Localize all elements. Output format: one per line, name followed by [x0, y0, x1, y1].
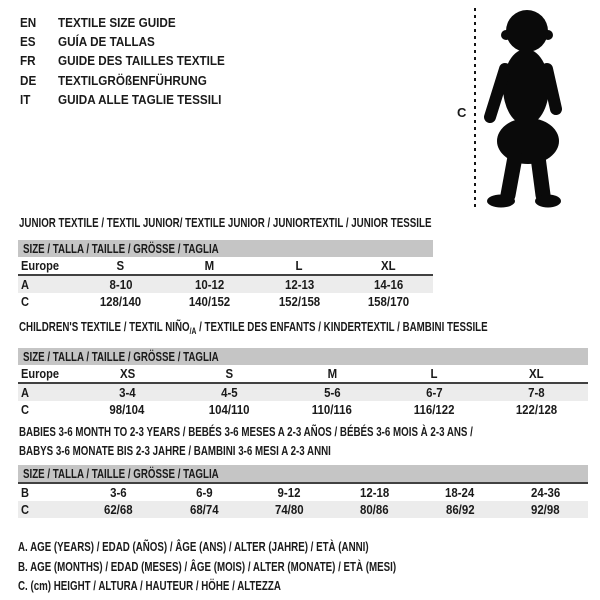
language-code: IT: [20, 91, 31, 107]
size-value-cell: 92/98: [502, 501, 588, 518]
height-measure-label: C: [457, 105, 467, 120]
height-reference-dotted-line: [474, 8, 476, 209]
size-value-cell: 110/116: [311, 402, 353, 417]
row-label-cell: B: [21, 485, 29, 500]
size-value-cell: 8-10: [76, 275, 166, 293]
size-value-cell: 14-16: [343, 275, 433, 293]
size-value-cell: 140/152: [189, 294, 231, 309]
language-row: FR GUIDE DES TAILLES TEXTILE: [20, 51, 243, 70]
table-row: SIZE / TALLA / TAILLE / GRÖSSE / TAGLIA: [18, 240, 433, 257]
size-value-cell: 98/104: [109, 402, 145, 417]
section-title: CHILDREN'S TEXTILE / TEXTIL NIÑO/A / TEX…: [19, 319, 488, 337]
size-value-cell: 7-8: [485, 383, 588, 401]
language-code: EN: [20, 15, 37, 30]
size-value-cell: 12-18: [360, 485, 390, 500]
size-value-cell: 5-6: [280, 383, 384, 401]
size-value-cell: 86/92: [417, 501, 503, 518]
row-label-cell: Europe: [18, 365, 76, 384]
language-title: TEXTILGRÖßENFÜHRUNG: [58, 72, 207, 88]
size-value-cell: 24-36: [530, 485, 560, 500]
size-value-cell: XL: [485, 365, 588, 384]
size-value-cell: 4-5: [178, 383, 281, 401]
size-value-cell: 9-12: [277, 485, 301, 500]
size-header-bar: SIZE / TALLA / TAILLE / GRÖSSE / TAGLIA: [18, 240, 433, 257]
size-value-cell: XS: [76, 365, 179, 384]
size-value-cell: 62/68: [76, 501, 162, 518]
size-value-cell: 74/80: [246, 501, 332, 518]
language-code: ES: [20, 34, 36, 50]
table-row: Europe XS S M L XL: [18, 365, 588, 384]
size-value-cell: 128/140: [99, 294, 142, 309]
size-header-bar: SIZE / TALLA / TAILLE / GRÖSSE / TAGLIA: [18, 465, 588, 484]
size-value-cell: 80/86: [331, 501, 418, 518]
size-value-cell: L: [383, 365, 486, 384]
language-title: GUIDA ALLE TAGLIE TESSILI: [58, 91, 222, 107]
size-header-bar: SIZE / TALLA / TAILLE / GRÖSSE / TAGLIA: [18, 348, 588, 365]
size-value-cell: 104/110: [209, 402, 250, 417]
table-row: SIZE / TALLA / TAILLE / GRÖSSE / TAGLIA: [18, 348, 588, 365]
language-code: DE: [20, 72, 37, 88]
language-row: IT GUIDA ALLE TAGLIE TESSILI: [20, 90, 243, 109]
section-junior-textile: JUNIOR TEXTILE / TEXTIL JUNIOR/ TEXTILE …: [18, 216, 433, 310]
row-label-cell: A: [18, 383, 76, 401]
size-value-cell: 122/128: [516, 402, 558, 417]
size-value-cell: 6-7: [383, 383, 486, 401]
size-value-cell: 6-9: [195, 485, 213, 500]
size-value-cell: 3-6: [110, 485, 127, 500]
row-label-cell: C: [21, 294, 29, 309]
babies-size-table: SIZE / TALLA / TAILLE / GRÖSSE / TAGLIA …: [18, 465, 588, 518]
row-label-cell: C: [18, 501, 76, 518]
size-value-cell: S: [178, 365, 281, 384]
size-value-cell: 12-13: [254, 275, 344, 293]
junior-size-table: SIZE / TALLA / TAILLE / GRÖSSE / TAGLIA …: [18, 240, 433, 310]
size-value-cell: M: [280, 365, 384, 384]
table-row: SIZE / TALLA / TAILLE / GRÖSSE / TAGLIA: [18, 465, 588, 484]
size-value-cell: XL: [343, 257, 433, 276]
language-title: GUÍA DE TALLAS: [58, 34, 155, 50]
note-line-a: A. AGE (YEARS) / EDAD (AÑOS) / ÂGE (ANS)…: [18, 539, 369, 554]
row-label-cell: C: [21, 402, 29, 417]
measurement-notes: A. AGE (YEARS) / EDAD (AÑOS) / ÂGE (ANS)…: [18, 537, 522, 596]
size-value-cell: 158/170: [367, 294, 410, 309]
table-row: C 98/104 104/110 110/116 116/122 122/128: [18, 401, 588, 418]
baby-silhouette-svg: [484, 10, 562, 208]
language-title: TEXTILE SIZE GUIDE: [58, 15, 176, 30]
table-row: C 128/140 140/152 152/158 158/170: [18, 293, 433, 310]
row-label-cell: Europe: [18, 257, 76, 276]
section-babies-textile: BABIES 3-6 MONTH TO 2-3 YEARS / BEBÉS 3-…: [18, 422, 588, 518]
size-value-cell: 10-12: [165, 275, 255, 293]
size-value-cell: S: [76, 257, 166, 276]
size-value-cell: 116/122: [413, 402, 455, 417]
table-row: Europe S M L XL: [18, 257, 433, 276]
size-value-cell: 152/158: [278, 294, 320, 309]
row-label-cell: A: [18, 275, 76, 293]
children-size-table: SIZE / TALLA / TAILLE / GRÖSSE / TAGLIA …: [18, 348, 588, 418]
size-value-cell: 3-4: [76, 383, 179, 401]
table-row: A 8-10 10-12 12-13 14-16: [18, 275, 433, 293]
language-row: EN TEXTILE SIZE GUIDE: [20, 13, 243, 32]
baby-silhouette-icon: [482, 9, 570, 210]
size-value-cell: 18-24: [445, 485, 475, 500]
language-title: GUIDE DES TAILLES TEXTILE: [58, 53, 225, 69]
note-line-c: C. (cm) HEIGHT / ALTURA / HAUTEUR / HÖHE…: [18, 578, 281, 593]
size-value-cell: L: [254, 257, 344, 276]
section-childrens-textile: CHILDREN'S TEXTILE / TEXTIL NIÑO/A / TEX…: [18, 320, 588, 418]
language-row: DE TEXTILGRÖßENFÜHRUNG: [20, 71, 243, 90]
table-row: A 3-4 4-5 5-6 6-7 7-8: [18, 383, 588, 401]
language-code: FR: [20, 53, 36, 69]
table-row: B 3-6 6-9 9-12 12-18 18-24 24-36: [18, 483, 588, 501]
section-title: BABIES 3-6 MONTH TO 2-3 YEARS / BEBÉS 3-…: [19, 424, 473, 458]
note-line-b: B. AGE (MONTHS) / EDAD (MESES) / ÂGE (MO…: [18, 558, 397, 574]
language-list: EN TEXTILE SIZE GUIDE ES GUÍA DE TALLAS …: [20, 13, 243, 109]
size-value-cell: M: [165, 257, 255, 276]
size-value-cell: 68/74: [161, 501, 247, 518]
subscript-text: /A: [189, 326, 197, 336]
table-row: C 62/68 68/74 74/80 80/86 86/92 92/98: [18, 501, 588, 518]
section-title: JUNIOR TEXTILE / TEXTIL JUNIOR/ TEXTILE …: [19, 215, 432, 230]
language-row: ES GUÍA DE TALLAS: [20, 32, 243, 51]
